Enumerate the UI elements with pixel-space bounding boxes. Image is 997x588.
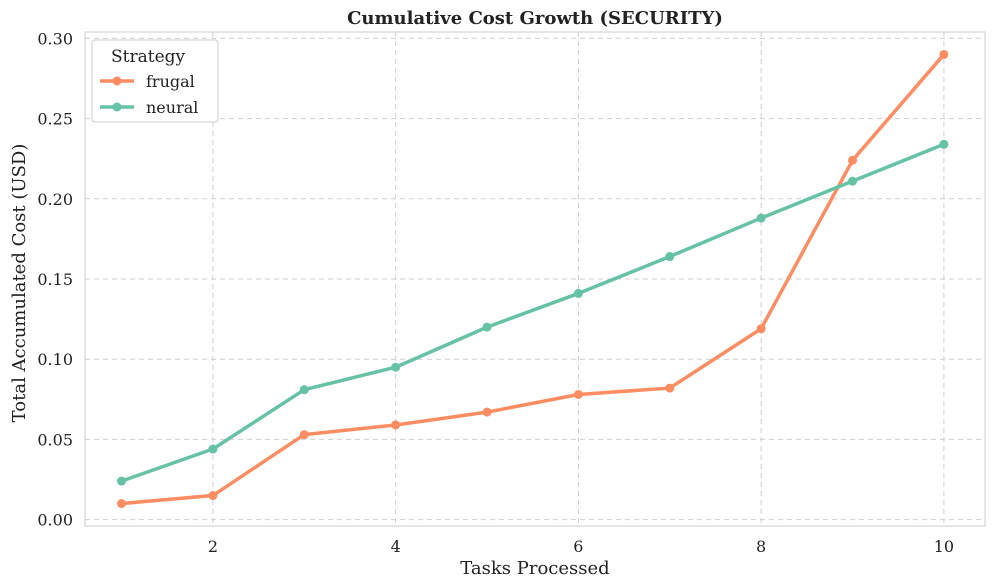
y-tick-label: 0.25 [37, 110, 73, 129]
neural-point [573, 288, 583, 298]
x-tick-label: 4 [391, 537, 401, 556]
frugal-point [939, 49, 949, 59]
frugal-point [117, 499, 127, 509]
frugal-point [665, 383, 675, 393]
neural-line [119, 142, 946, 483]
series-neural [117, 139, 949, 486]
y-tick-label: 0.20 [37, 190, 73, 209]
y-tick-label: 0.10 [37, 350, 73, 369]
frugal-point [208, 491, 218, 501]
legend-marker-neural [112, 102, 122, 112]
neural-point [939, 139, 949, 149]
legend-box [91, 39, 219, 123]
y-tick-label: 0.30 [37, 29, 73, 48]
plot-frame [84, 31, 986, 527]
neural-point [299, 385, 309, 395]
series-layer [117, 49, 949, 509]
legend: Strategy frugal neural [91, 39, 219, 123]
frugal-point [573, 389, 583, 399]
neural-point [848, 176, 858, 186]
x-tick-label: 10 [934, 537, 954, 556]
frugal-point [756, 324, 766, 334]
y-axis-label: Total Accumulated Cost (USD) [9, 144, 30, 423]
neural-point [208, 444, 218, 454]
neural-point [482, 322, 492, 332]
y-tick-label: 0.05 [37, 430, 73, 449]
legend-marker-frugal [112, 76, 122, 86]
x-axis: 2 4 6 8 10 [208, 537, 954, 556]
frugal-line [119, 52, 946, 506]
x-tick-label: 6 [573, 537, 583, 556]
series-frugal [117, 49, 949, 509]
y-tick-label: 0.00 [37, 511, 73, 530]
neural-point [665, 252, 675, 262]
frugal-point [848, 155, 858, 165]
legend-label-frugal: frugal [146, 72, 195, 91]
chart-title: Cumulative Cost Growth (SECURITY) [347, 8, 723, 29]
neural-point [117, 476, 127, 486]
neural-point [756, 213, 766, 223]
x-tick-label: 8 [756, 537, 766, 556]
frugal-point [482, 407, 492, 417]
frugal-point [391, 420, 401, 430]
neural-point [391, 362, 401, 372]
legend-title: Strategy [111, 47, 186, 67]
frugal-point [299, 430, 309, 440]
legend-label-neural: neural [146, 98, 198, 117]
y-tick-label: 0.15 [37, 270, 73, 289]
x-axis-label: Tasks Processed [460, 558, 609, 579]
grid [85, 32, 985, 526]
x-tick-label: 2 [208, 537, 218, 556]
y-axis: 0.00 0.05 0.10 0.15 0.20 0.25 0.30 [37, 29, 73, 529]
